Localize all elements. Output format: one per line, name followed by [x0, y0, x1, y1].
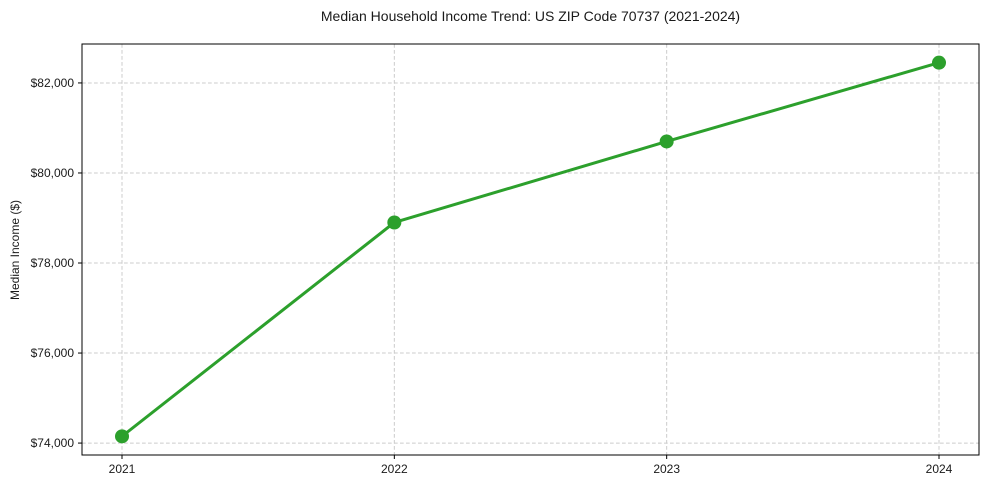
data-point-marker [387, 215, 402, 230]
y-tick-label: $78,000 [31, 256, 75, 270]
plot-border [81, 43, 980, 456]
data-point-marker [659, 134, 674, 149]
x-tick-label: 2022 [381, 462, 408, 476]
x-tick-label: 2024 [926, 462, 953, 476]
chart-title: Median Household Income Trend: US ZIP Co… [320, 8, 741, 24]
y-tick-label: $80,000 [31, 166, 75, 180]
data-line [120, 61, 941, 438]
data-point-marker [932, 55, 946, 70]
x-tick-label: 2021 [109, 462, 136, 476]
y-tick-label: $82,000 [31, 76, 75, 90]
data-point-marker [115, 429, 129, 444]
y-tick-label: $74,000 [31, 436, 75, 450]
y-tick-label: $76,000 [31, 346, 75, 360]
x-tick-label: 2023 [653, 462, 680, 476]
